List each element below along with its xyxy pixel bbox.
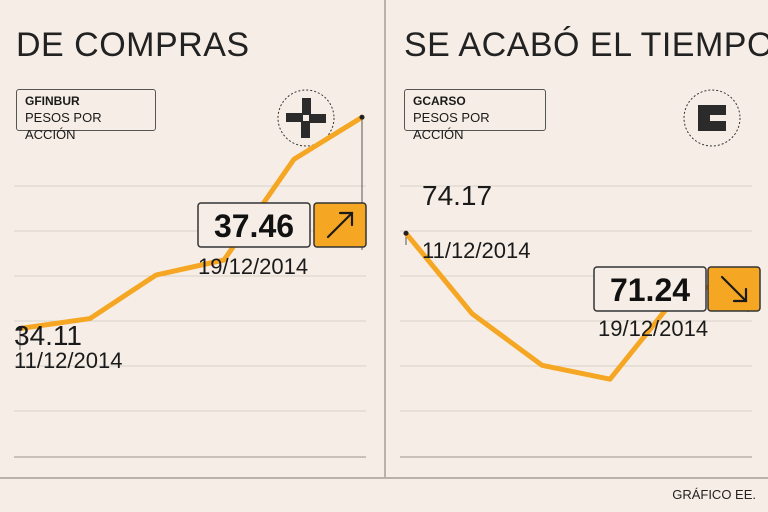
end-value-box <box>197 202 311 248</box>
ticker-box: GFINBUR PESOS POR ACCIÓN <box>16 89 156 142</box>
data-point <box>17 325 23 331</box>
end-value-label: 37.46 <box>214 208 294 244</box>
end-date-label: 19/12/2014 <box>198 254 308 279</box>
end-date-label: 19/12/2014 <box>598 316 708 341</box>
pinwheel-logo-icon <box>276 88 336 148</box>
panel-title: SE ACABÓ EL TIEMPO <box>404 26 768 64</box>
end-value-label: 71.24 <box>610 272 690 308</box>
arrow-down-right-icon <box>720 275 748 303</box>
data-point <box>359 114 365 120</box>
series-line <box>17 114 365 331</box>
start-date-label: 11/12/2014 <box>422 238 530 263</box>
start-value-label: 74.17 <box>422 180 492 211</box>
ticker-unit: PESOS POR ACCIÓN <box>413 110 490 142</box>
start-value-label: 34.11 <box>14 320 82 351</box>
arrow-shaft <box>326 211 354 239</box>
start-date-label: 11/12/2014 <box>14 348 122 373</box>
end-value-box <box>593 266 707 312</box>
ticker-symbol: GCARSO <box>413 94 466 108</box>
footer-divider <box>0 477 768 479</box>
arrow-head <box>732 287 748 303</box>
line-chart-gcarso: 74.17 11/12/2014 71.24 19/12/2014 <box>400 180 761 458</box>
ticker-unit: PESOS POR ACCIÓN <box>25 110 102 142</box>
arrow-up-right-icon <box>326 211 354 239</box>
ticker-box: GCARSO PESOS POR ACCIÓN <box>404 89 546 142</box>
arrow-head <box>338 211 354 227</box>
ticker-symbol: GFINBUR <box>25 94 80 108</box>
panel-divider <box>384 0 386 478</box>
arrow-shaft <box>720 275 748 303</box>
graphic-credit: GRÁFICO EE. <box>672 487 756 502</box>
data-point <box>403 230 409 236</box>
c-logo-icon <box>682 88 742 148</box>
panel-title: DE COMPRAS <box>16 26 250 64</box>
